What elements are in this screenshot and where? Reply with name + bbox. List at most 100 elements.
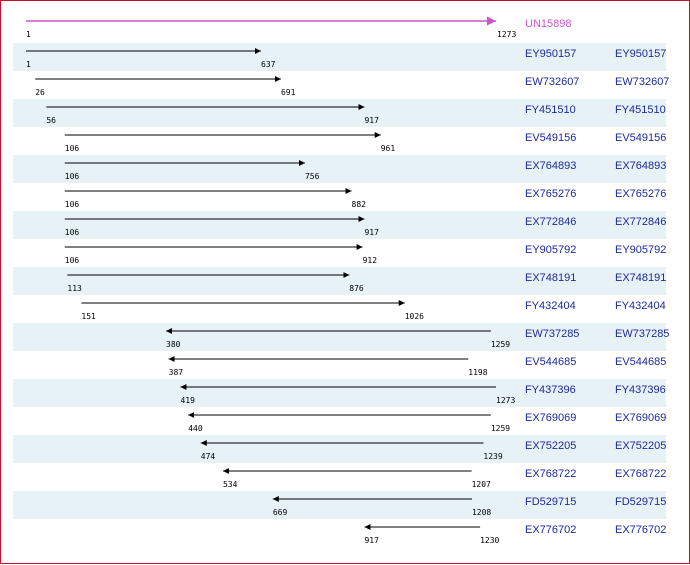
accession-link[interactable]: FD529715 bbox=[525, 496, 576, 508]
alignment-row: 380 1259 EW737285 EW737285 bbox=[13, 323, 669, 351]
alignment-start-label: 106 bbox=[65, 172, 80, 181]
alignment-end-label: 691 bbox=[281, 88, 296, 97]
alignment-end-label: 756 bbox=[305, 172, 320, 181]
accession-link-secondary[interactable]: EX764893 bbox=[615, 160, 666, 172]
accession-link-secondary[interactable]: EW732607 bbox=[615, 76, 669, 88]
alignment-row: 1 637 EY950157 EY950157 bbox=[13, 43, 666, 71]
accession-link[interactable]: EX764893 bbox=[525, 160, 576, 172]
query-start-label: 1 bbox=[26, 30, 31, 39]
alignment-start-label: 380 bbox=[166, 340, 181, 349]
alignment-start-label: 106 bbox=[65, 144, 80, 153]
alignment-row: 669 1208 FD529715 FD529715 bbox=[13, 491, 666, 519]
alignment-start-label: 387 bbox=[169, 368, 184, 377]
row-shade bbox=[13, 155, 666, 183]
accession-link-secondary[interactable]: EV544685 bbox=[615, 356, 666, 368]
alignment-end-label: 882 bbox=[352, 200, 367, 209]
alignment-end-label: 1207 bbox=[472, 480, 491, 489]
accession-link-secondary[interactable]: EX765276 bbox=[615, 188, 666, 200]
alignment-start-label: 26 bbox=[35, 88, 45, 97]
alignment-end-label: 917 bbox=[364, 228, 379, 237]
alignment-end-label: 1230 bbox=[480, 536, 499, 545]
query-name-label[interactable]: UN15898 bbox=[525, 18, 571, 30]
accession-link[interactable]: EX765276 bbox=[525, 188, 576, 200]
accession-link-secondary[interactable]: FY437396 bbox=[615, 384, 666, 396]
alignment-row: 151 1026 FY432404 FY432404 bbox=[81, 300, 666, 321]
alignment-rows: 1 637 EY950157 EY950157 26 691 EW732607 EW73260… bbox=[13, 43, 669, 545]
alignment-start-label: 56 bbox=[46, 116, 56, 125]
accession-link[interactable]: EY905792 bbox=[525, 244, 576, 256]
alignment-row: 106 882 EX765276 EX765276 bbox=[65, 188, 666, 209]
accession-link-secondary[interactable]: FD529715 bbox=[615, 496, 666, 508]
accession-link-secondary[interactable]: EX769069 bbox=[615, 412, 666, 424]
row-shade bbox=[13, 323, 666, 351]
alignment-end-label: 1026 bbox=[405, 312, 424, 321]
alignment-row: 106 756 EX764893 EX764893 bbox=[13, 155, 666, 183]
accession-link-secondary[interactable]: EX772846 bbox=[615, 216, 666, 228]
alignment-start-label: 151 bbox=[81, 312, 96, 321]
row-shade bbox=[13, 43, 666, 71]
row-shade bbox=[13, 211, 666, 239]
accession-link[interactable]: FY437396 bbox=[525, 384, 576, 396]
alignment-row: 917 1230 EX776702 EX776702 bbox=[364, 524, 666, 545]
alignment-end-label: 876 bbox=[349, 284, 364, 293]
alignment-row: 440 1259 EX769069 EX769069 bbox=[188, 412, 666, 433]
accession-link[interactable]: EV544685 bbox=[525, 356, 576, 368]
alignment-start-label: 113 bbox=[67, 284, 82, 293]
alignment-row: 387 1198 EV544685 EV544685 bbox=[168, 356, 666, 377]
alignment-start-label: 106 bbox=[65, 228, 80, 237]
accession-link-secondary[interactable]: EX776702 bbox=[615, 524, 666, 536]
accession-link[interactable]: EW737285 bbox=[525, 328, 579, 340]
alignment-end-label: 1239 bbox=[483, 452, 502, 461]
alignment-end-label: 1259 bbox=[491, 424, 510, 433]
alignment-row: 26 691 EW732607 EW732607 bbox=[35, 76, 669, 97]
accession-link[interactable]: EX772846 bbox=[525, 216, 576, 228]
alignment-start-label: 669 bbox=[273, 508, 288, 517]
alignment-row: 56 917 FY451510 FY451510 bbox=[13, 99, 666, 127]
alignment-start-label: 440 bbox=[188, 424, 203, 433]
accession-link[interactable]: EX752205 bbox=[525, 440, 576, 452]
row-shade bbox=[13, 99, 666, 127]
accession-link[interactable]: EV549156 bbox=[525, 132, 576, 144]
accession-link[interactable]: EW732607 bbox=[525, 76, 579, 88]
alignment-start-label: 419 bbox=[180, 396, 195, 405]
accession-link[interactable]: FY432404 bbox=[525, 300, 576, 312]
accession-link[interactable]: FY451510 bbox=[525, 104, 576, 116]
row-shade bbox=[13, 379, 666, 407]
alignment-start-label: 534 bbox=[223, 480, 238, 489]
accession-link[interactable]: EX776702 bbox=[525, 524, 576, 536]
accession-link[interactable]: EX768722 bbox=[525, 468, 576, 480]
row-shade bbox=[13, 491, 666, 519]
alignment-start-label: 106 bbox=[65, 256, 80, 265]
alignment-end-label: 1259 bbox=[491, 340, 510, 349]
alignment-end-label: 961 bbox=[381, 144, 396, 153]
accession-link-secondary[interactable]: EX768722 bbox=[615, 468, 666, 480]
accession-link-secondary[interactable]: EW737285 bbox=[615, 328, 669, 340]
accession-link[interactable]: EY950157 bbox=[525, 48, 576, 60]
accession-link-secondary[interactable]: EY950157 bbox=[615, 48, 666, 60]
alignment-end-label: 912 bbox=[363, 256, 378, 265]
accession-link[interactable]: EX748191 bbox=[525, 272, 576, 284]
accession-link-secondary[interactable]: EY905792 bbox=[615, 244, 666, 256]
alignment-end-label: 1273 bbox=[496, 396, 515, 405]
query-track: 1 1273 UN15898 bbox=[26, 16, 571, 39]
accession-link-secondary[interactable]: EX752205 bbox=[615, 440, 666, 452]
accession-link-secondary[interactable]: FY451510 bbox=[615, 104, 666, 116]
alignment-row: 106 917 EX772846 EX772846 bbox=[13, 211, 666, 239]
accession-link-secondary[interactable]: EV549156 bbox=[615, 132, 666, 144]
accession-link[interactable]: EX769069 bbox=[525, 412, 576, 424]
alignment-row: 106 912 EY905792 EY905792 bbox=[65, 244, 666, 265]
alignment-row: 113 876 EX748191 EX748191 bbox=[13, 267, 666, 295]
alignment-end-label: 637 bbox=[261, 60, 276, 69]
row-shade bbox=[13, 435, 666, 463]
alignment-row: 106 961 EV549156 EV549156 bbox=[65, 132, 666, 153]
alignment-start-label: 106 bbox=[65, 200, 80, 209]
query-end-label: 1273 bbox=[497, 30, 516, 39]
alignment-start-label: 917 bbox=[364, 536, 379, 545]
accession-link-secondary[interactable]: FY432404 bbox=[615, 300, 666, 312]
alignment-start-label: 474 bbox=[201, 452, 216, 461]
alignment-row: 534 1207 EX768722 EX768722 bbox=[222, 468, 666, 489]
alignment-row: 474 1239 EX752205 EX752205 bbox=[13, 435, 666, 463]
accession-link-secondary[interactable]: EX748191 bbox=[615, 272, 666, 284]
